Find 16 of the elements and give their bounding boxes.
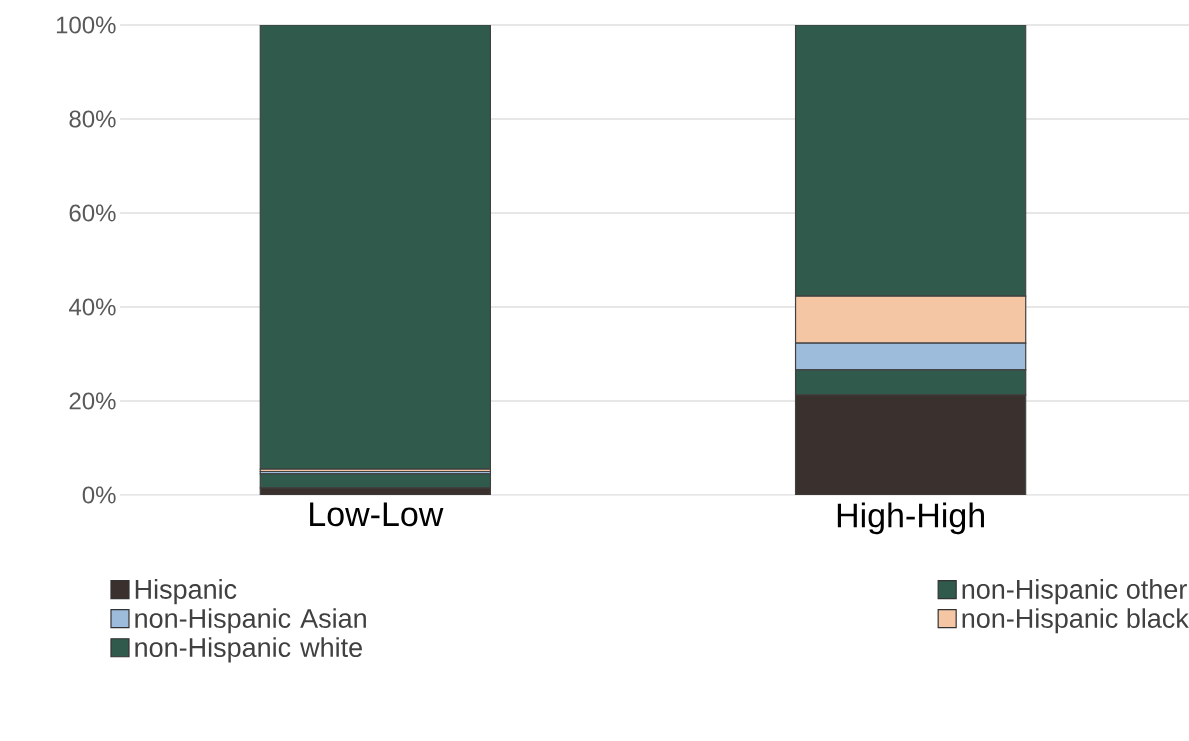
y-tick-label: 20%	[69, 392, 116, 410]
legend-label: non-Hispanic black	[962, 608, 1189, 634]
y-tick-label: 60%	[69, 204, 116, 222]
bar	[794, 394, 1027, 495]
x-tick-label: High-High	[837, 502, 984, 535]
y-tick-label: 80%	[69, 110, 116, 128]
legend-label: non-Hispanic other	[962, 579, 1187, 605]
bar	[794, 24, 1027, 297]
y-tick-label: 0%	[82, 486, 116, 504]
bar	[259, 24, 492, 470]
legend-label: non-Hispanic white	[135, 637, 362, 663]
legend-label: Hispanic	[135, 579, 237, 605]
y-tick-label: 40%	[68, 298, 116, 316]
legend-label: non-Hispanic Asian	[135, 608, 366, 634]
y-tick-label: 100%	[56, 16, 116, 34]
x-tick-label: Low-Low	[310, 502, 444, 527]
